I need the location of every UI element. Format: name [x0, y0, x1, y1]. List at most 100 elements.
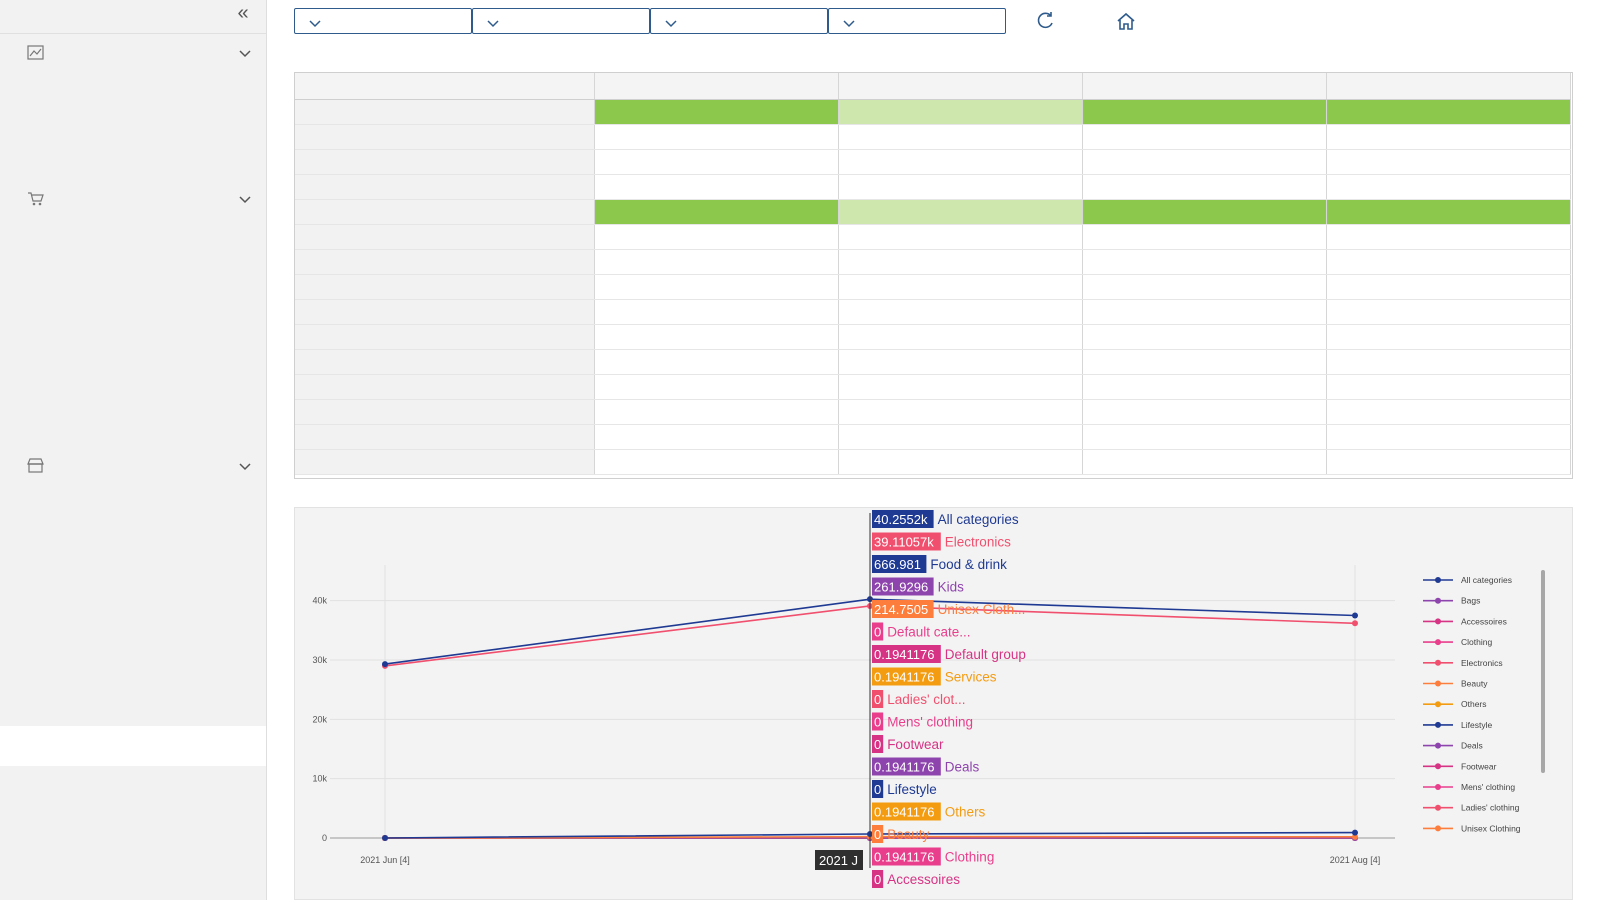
table-cell[interactable] — [838, 249, 1083, 275]
chevron-down-icon[interactable] — [238, 193, 252, 207]
table-cell[interactable] — [1082, 124, 1327, 150]
table-cell[interactable] — [838, 224, 1083, 250]
sidebar-item-channel-forecast[interactable] — [0, 73, 266, 113]
table-cell[interactable] — [594, 424, 839, 450]
cost-filter-dropdown[interactable] — [650, 8, 828, 34]
data-point[interactable] — [382, 835, 388, 841]
table-cell[interactable] — [838, 349, 1083, 375]
legend-label[interactable]: Clothing — [1461, 637, 1492, 647]
table-cell[interactable] — [594, 149, 839, 175]
column-header[interactable] — [1326, 73, 1571, 100]
table-cell[interactable] — [1326, 299, 1571, 325]
table-cell[interactable] — [1082, 324, 1327, 350]
table-cell[interactable] — [838, 174, 1083, 200]
table-row[interactable] — [295, 349, 1571, 375]
table-cell[interactable] — [1082, 199, 1327, 225]
column-header[interactable] — [1082, 73, 1327, 100]
table-cell[interactable] — [1082, 349, 1327, 375]
sidebar-item-forward-cover-settings[interactable] — [0, 766, 266, 806]
table-cell[interactable] — [1082, 149, 1327, 175]
table-cell[interactable] — [1326, 99, 1571, 125]
double-chevron-left-icon[interactable]: « — [237, 2, 249, 24]
table-cell[interactable] — [1082, 449, 1327, 475]
table-cell[interactable] — [594, 174, 839, 200]
table-row[interactable] — [295, 224, 1571, 250]
data-point[interactable] — [382, 661, 388, 668]
table-cell[interactable] — [594, 249, 839, 275]
legend-label[interactable]: Beauty — [1461, 679, 1488, 689]
legend-label[interactable]: Unisex Clothing — [1461, 823, 1521, 833]
sidebar-item-product-distribution[interactable] — [0, 299, 266, 339]
table-row[interactable] — [295, 149, 1571, 175]
table-cell[interactable] — [594, 399, 839, 425]
table-cell[interactable] — [1326, 399, 1571, 425]
legend-scrollbar[interactable] — [1541, 570, 1545, 773]
legend-label[interactable]: Bags — [1461, 596, 1480, 606]
table-cell[interactable] — [1082, 399, 1327, 425]
chevron-down-icon[interactable] — [238, 47, 252, 61]
table-row[interactable] — [295, 374, 1571, 400]
legend-label[interactable]: Accessoires — [1461, 616, 1507, 626]
table-cell[interactable] — [1082, 274, 1327, 300]
table-cell[interactable] — [1326, 274, 1571, 300]
table-cell[interactable] — [1082, 99, 1327, 125]
table-cell[interactable] — [1326, 424, 1571, 450]
table-cell[interactable] — [1326, 374, 1571, 400]
table-cell[interactable] — [594, 324, 839, 350]
section-purchasing[interactable] — [0, 181, 266, 217]
data-point[interactable] — [1352, 833, 1358, 840]
table-row[interactable] — [295, 299, 1571, 325]
table-cell[interactable] — [1326, 349, 1571, 375]
table-cell[interactable] — [594, 299, 839, 325]
table-cell[interactable] — [1326, 174, 1571, 200]
table-cell[interactable] — [838, 399, 1083, 425]
data-point[interactable] — [1352, 620, 1358, 627]
sidebar-item-open-to-buy-report[interactable] — [0, 726, 266, 766]
table-cell[interactable] — [594, 349, 839, 375]
sidebar-item-category-forecast[interactable] — [0, 113, 266, 153]
table-cell[interactable] — [838, 99, 1083, 125]
table-cell[interactable] — [594, 224, 839, 250]
selection-filter-dropdown[interactable] — [828, 8, 1006, 34]
table-row[interactable] — [295, 199, 1571, 225]
table-cell[interactable] — [594, 274, 839, 300]
legend-label[interactable]: Ladies' clothing — [1461, 803, 1520, 813]
sidebar-item-inventory-planner[interactable] — [0, 566, 266, 606]
table-row[interactable] — [295, 274, 1571, 300]
sidebar-item-pricing-control[interactable] — [0, 846, 266, 886]
sidebar-item-sales-margin[interactable] — [0, 646, 266, 686]
season-filter-dropdown[interactable] — [294, 8, 472, 34]
column-header[interactable] — [594, 73, 839, 100]
table-cell[interactable] — [1326, 124, 1571, 150]
sidebar-item-order-sheet[interactable] — [0, 379, 266, 419]
home-icon[interactable] — [1115, 10, 1137, 32]
table-cell[interactable] — [838, 199, 1083, 225]
table-cell[interactable] — [1082, 299, 1327, 325]
table-cell[interactable] — [594, 449, 839, 475]
table-row[interactable] — [295, 174, 1571, 200]
table-cell[interactable] — [838, 299, 1083, 325]
table-cell[interactable] — [1326, 224, 1571, 250]
refresh-icon[interactable] — [1034, 10, 1056, 32]
table-cell[interactable] — [594, 374, 839, 400]
table-cell[interactable] — [838, 324, 1083, 350]
table-cell[interactable] — [838, 424, 1083, 450]
table-cell[interactable] — [1326, 324, 1571, 350]
sidebar-item-matrix-purchasing[interactable] — [0, 339, 266, 379]
table-cell[interactable] — [838, 274, 1083, 300]
table-cell[interactable] — [594, 199, 839, 225]
table-cell[interactable] — [1326, 149, 1571, 175]
chevron-down-icon[interactable] — [238, 460, 252, 474]
section-open-to-buy[interactable] — [0, 448, 266, 484]
section-forecasting[interactable] — [0, 35, 266, 71]
sidebar-item-product-mix[interactable] — [0, 686, 266, 726]
table-cell[interactable] — [1082, 224, 1327, 250]
legend-label[interactable]: Electronics — [1461, 658, 1503, 668]
legend-label[interactable]: Deals — [1461, 741, 1483, 751]
table-row[interactable] — [295, 324, 1571, 350]
sidebar-item-option-curve[interactable] — [0, 219, 266, 259]
table-cell[interactable] — [1082, 424, 1327, 450]
table-row[interactable] — [295, 124, 1571, 150]
category-filter-dropdown[interactable] — [472, 8, 650, 34]
table-cell[interactable] — [838, 149, 1083, 175]
